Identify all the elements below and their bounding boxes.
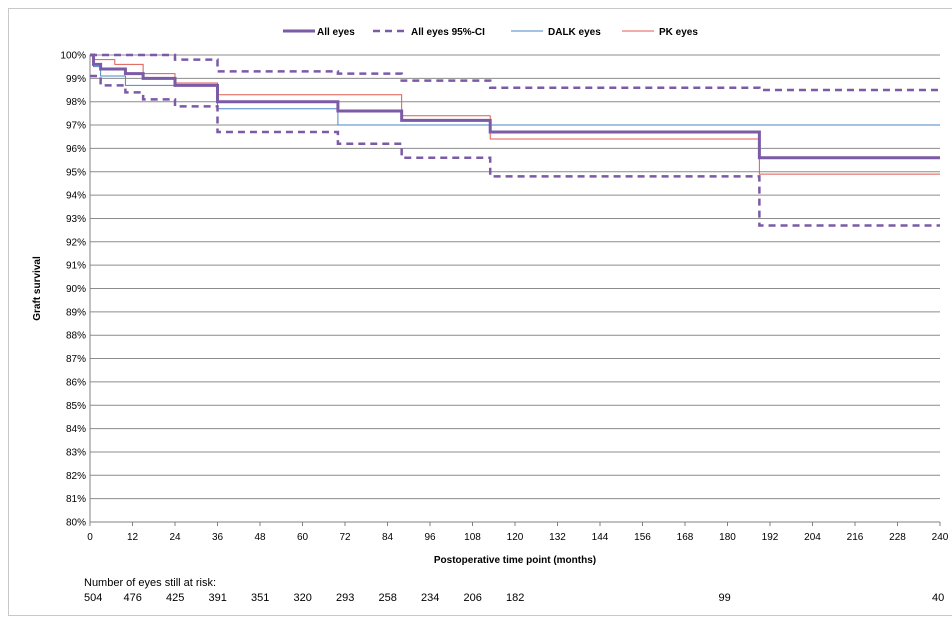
at-risk-count: 476 [123, 592, 142, 604]
at-risk-count: 40 [932, 592, 945, 604]
y-tick-label-99: 99% [66, 74, 86, 85]
x-tick-label-216: 216 [847, 532, 864, 543]
at-risk-count: 293 [336, 592, 355, 604]
x-tick-label-228: 228 [889, 532, 906, 543]
series-line-3 [90, 54, 940, 126]
x-tick-label-120: 120 [507, 532, 524, 543]
series-line-0 [90, 53, 940, 160]
x-tick-label-192: 192 [762, 532, 779, 543]
legend-label-0: All eyes [317, 27, 355, 38]
y-axis-title: Graft survival [32, 256, 43, 321]
at-risk-count: 234 [421, 592, 440, 604]
legend-label-4: PK eyes [659, 27, 698, 38]
x-tick-label-156: 156 [634, 532, 651, 543]
x-tick-label-24: 24 [169, 532, 181, 543]
series-line-2 [90, 74, 940, 227]
y-tick-label-100: 100% [60, 51, 86, 62]
y-tick-label-82: 82% [66, 471, 86, 482]
y-tick-label-96: 96% [66, 144, 86, 155]
at-risk-count: 391 [208, 592, 227, 604]
y-tick-label-92: 92% [66, 237, 86, 248]
x-tick-label-180: 180 [719, 532, 736, 543]
x-tick-label-204: 204 [804, 532, 821, 543]
at-risk-count: 182 [506, 592, 525, 604]
x-tick-label-36: 36 [212, 532, 224, 543]
chart-frame [8, 8, 952, 616]
y-tick-label-98: 98% [66, 97, 86, 108]
at-risk-count: 351 [251, 592, 270, 604]
at-risk-count: 425 [166, 592, 185, 604]
x-tick-label-144: 144 [592, 532, 609, 543]
y-tick-label-89: 89% [66, 307, 86, 318]
x-axis-title: Postoperative time point (months) [434, 555, 596, 566]
y-tick-label-88: 88% [66, 331, 86, 342]
x-tick-label-84: 84 [382, 532, 394, 543]
at-risk-count: 320 [293, 592, 312, 604]
legend-label-1: All eyes 95%-CI [411, 27, 485, 38]
x-tick-label-168: 168 [677, 532, 694, 543]
y-tick-label-91: 91% [66, 261, 86, 272]
y-tick-label-84: 84% [66, 424, 86, 435]
x-tick-label-48: 48 [254, 532, 266, 543]
legend-label-3: DALK eyes [548, 27, 601, 38]
y-tick-label-85: 85% [66, 401, 86, 412]
y-tick-label-90: 90% [66, 284, 86, 295]
x-tick-label-96: 96 [424, 532, 436, 543]
series-line-4 [90, 54, 940, 175]
y-tick-label-87: 87% [66, 354, 86, 365]
at-risk-count: 258 [378, 592, 397, 604]
y-tick-label-97: 97% [66, 121, 86, 132]
at-risk-count: 206 [463, 592, 482, 604]
x-tick-label-60: 60 [297, 532, 309, 543]
x-tick-label-108: 108 [464, 532, 481, 543]
x-tick-label-0: 0 [87, 532, 93, 543]
series-line-1 [90, 53, 940, 92]
x-tick-label-132: 132 [549, 532, 566, 543]
at-risk-count: 504 [84, 592, 103, 604]
at-risk-label: Number of eyes still at risk: [84, 577, 217, 589]
y-tick-label-94: 94% [66, 191, 86, 202]
y-tick-label-83: 83% [66, 447, 86, 458]
y-tick-label-86: 86% [66, 377, 86, 388]
at-risk-count: 99 [718, 592, 731, 604]
x-tick-label-12: 12 [127, 532, 139, 543]
y-tick-label-95: 95% [66, 167, 86, 178]
y-tick-label-81: 81% [66, 494, 86, 505]
y-tick-label-93: 93% [66, 214, 86, 225]
y-tick-label-80: 80% [66, 518, 86, 529]
x-tick-label-240: 240 [932, 532, 949, 543]
x-tick-label-72: 72 [339, 532, 351, 543]
